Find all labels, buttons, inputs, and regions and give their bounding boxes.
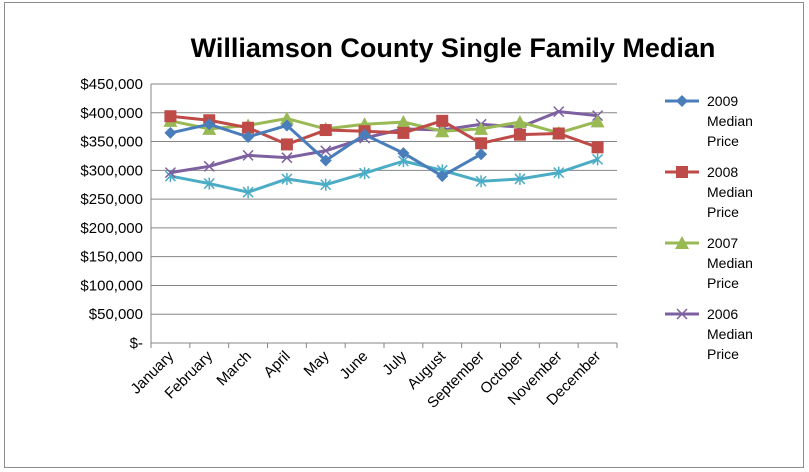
series-line [170,157,599,194]
data-point [396,114,411,128]
marker-stroke [676,308,688,320]
marker-stroke [164,167,176,179]
x-tick-label: March [213,348,254,389]
y-tick-label: $- [130,335,143,352]
y-tick-label: $250,000 [80,191,143,208]
legend-label: Price [707,204,739,220]
data-point [552,127,565,140]
y-tick-label: $150,000 [80,249,143,266]
y-tick-label: $200,000 [80,220,143,237]
data-point [242,130,255,143]
chart-svg: Williamson County Single Family Median $… [80,33,753,412]
legend-label: Median [707,184,753,200]
x-tick-label: July [379,347,410,378]
series-line [170,110,598,175]
legend-entry: 2007 Median Price [665,235,753,291]
chart-frame: Williamson County Single Family Median $… [4,2,804,468]
x-tick-label: May [301,347,333,379]
legend-label: Price [707,346,739,362]
data-point [279,111,294,125]
data-point [512,114,527,128]
data-point [242,121,255,134]
data-point [436,170,449,183]
legend-marker [676,95,688,107]
data-point [435,124,450,138]
chart-title: Williamson County Single Family Median [191,33,716,63]
data-point [320,145,332,157]
y-tick-label: $350,000 [80,134,143,151]
legend-marker [676,166,688,178]
legend-label: Price [707,133,739,149]
data-point [514,172,526,185]
y-tick-label: $100,000 [80,277,143,294]
data-point [242,186,254,199]
data-point [281,152,293,164]
data-point [591,141,604,154]
legend-label: Median [707,326,753,342]
marker-stroke [553,106,565,118]
data-point [280,119,293,132]
data-point [475,148,488,161]
series-2009-median-price [164,118,488,183]
data-point [203,177,215,190]
data-point [319,154,332,167]
legend-entry: 2008 Median Price [665,164,753,220]
legend-label: 2008 [707,164,738,180]
data-point [590,114,605,128]
data-point [397,126,410,139]
series-unlabeled [164,153,604,199]
y-tick-label: $450,000 [80,76,143,93]
legend-marker [676,308,688,320]
marker-stroke [320,145,332,157]
data-point [475,137,488,150]
series-layer [163,106,605,199]
data-point [397,147,410,160]
data-point [513,128,526,141]
y-axis: $450,000 $400,000 $350,000 $300,000 $250,000… [80,76,143,352]
data-point [474,121,489,135]
data-point [320,178,332,191]
marker-stroke [281,152,293,164]
legend-label: 2009 [707,93,738,109]
data-point [164,110,177,123]
data-point [553,166,565,179]
data-point [553,106,565,118]
data-point [436,114,449,127]
data-point [164,167,176,179]
legend-entry: 2009 Median Price [665,93,753,149]
data-point [281,172,293,185]
x-tick-label: April [261,348,294,381]
legend-label: 2007 [707,235,738,251]
legend-label: Median [707,255,753,271]
series-line [170,114,599,149]
marker-stroke [242,149,254,161]
data-point [358,128,371,141]
data-point [280,138,293,151]
data-point [203,160,215,172]
data-point [164,126,177,139]
legend-marker [675,236,689,249]
data-point [359,167,371,180]
data-point [475,175,487,188]
data-point [592,153,604,166]
data-point [242,149,254,161]
legend-entry: 2006 Median Price [665,306,753,362]
legend: 2009 Median Price 2008 Median Price 2007 Median… [665,93,753,362]
legend-label: Price [707,275,739,291]
x-tick-label: June [336,348,371,383]
data-point [203,118,216,131]
y-tick-label: $50,000 [89,306,143,323]
y-tick-label: $400,000 [80,105,143,122]
marker-stroke [203,160,215,172]
legend-label: Median [707,113,753,129]
y-tick-label: $300,000 [80,162,143,179]
data-point [319,124,332,137]
legend-label: 2006 [707,306,738,322]
